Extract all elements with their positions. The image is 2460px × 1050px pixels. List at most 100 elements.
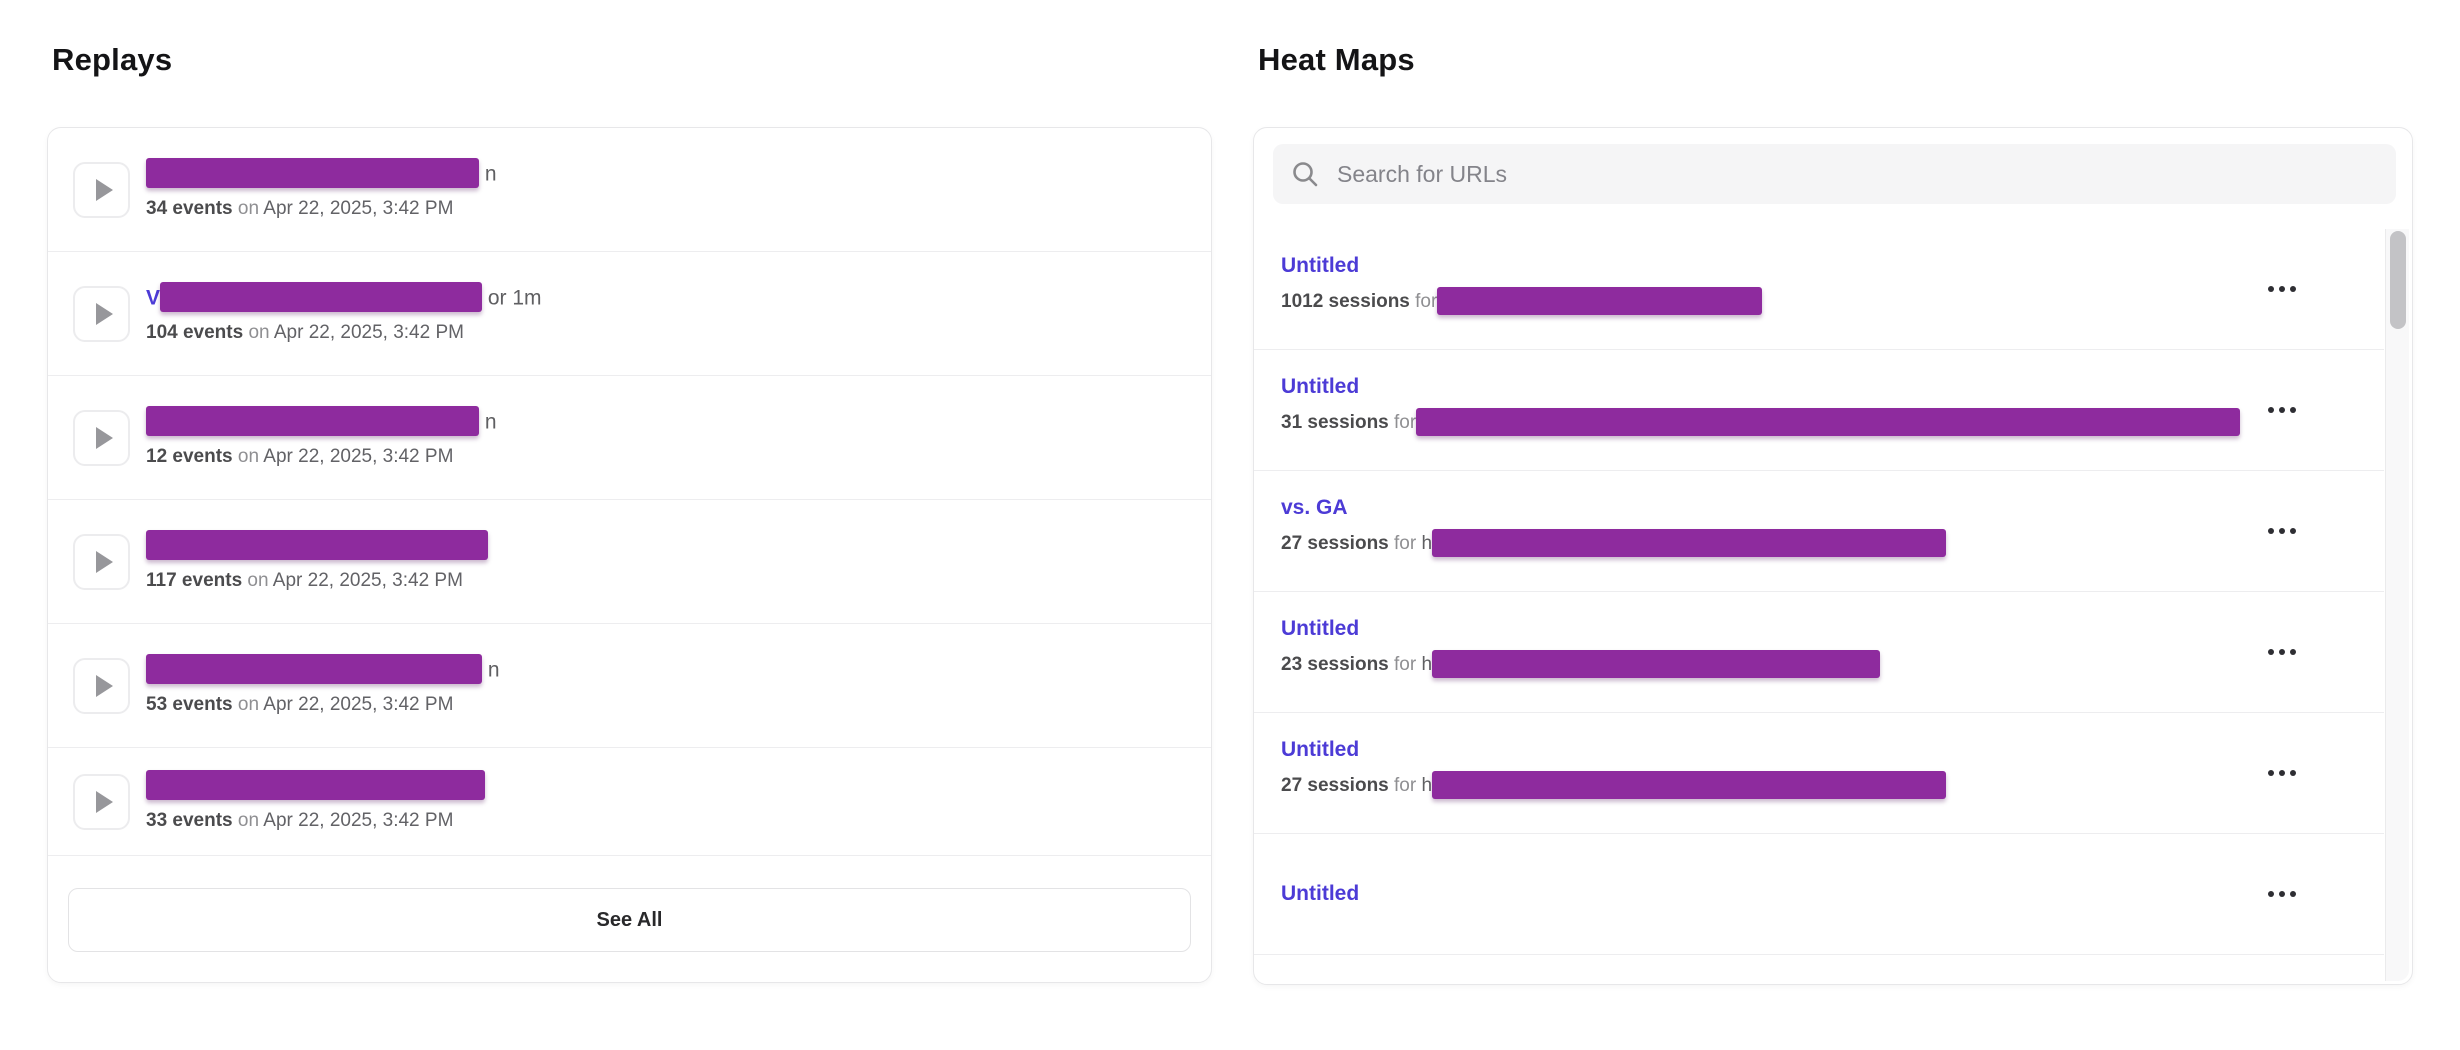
redaction-bar	[1432, 650, 1881, 678]
replay-duration-visible: n	[484, 162, 497, 186]
heatmap-sessions-count: 31 sessions	[1281, 412, 1389, 434]
heatmap-url-visible: h	[1421, 533, 1433, 555]
replay-duration-visible: n	[487, 658, 500, 682]
more-options-button[interactable]	[2266, 885, 2298, 903]
replay-text: n 34 events on Apr 22, 2025, 3:42 PM	[146, 157, 497, 220]
replay-timestamp: Apr 22, 2025, 3:42 PM	[263, 809, 454, 831]
replay-text: n 53 events on Apr 22, 2025, 3:42 PM	[146, 653, 500, 716]
heatmap-list: Untitled 1012 sessions for Untitled 31 s…	[1254, 229, 2384, 982]
dot	[2268, 286, 2274, 292]
replay-name-visible: V	[146, 286, 161, 310]
replay-events-count: 12 events	[146, 445, 233, 467]
redaction-bar	[1432, 529, 1947, 557]
replay-timestamp: Apr 22, 2025, 3:42 PM	[263, 197, 454, 219]
search-input[interactable]	[1337, 160, 2378, 188]
heatmap-title-link[interactable]: Untitled	[1281, 254, 1360, 277]
heatmap-sessions-count: 1012 sessions	[1281, 291, 1410, 313]
replays-panel: n 34 events on Apr 22, 2025, 3:42 PM V o…	[47, 127, 1212, 983]
replay-name-line[interactable]	[146, 529, 488, 562]
replay-name-line[interactable]: V or 1m	[146, 281, 542, 314]
more-options-button[interactable]	[2266, 401, 2298, 419]
heatmap-title-link[interactable]: Untitled	[1281, 882, 1360, 905]
replay-meta: 12 events on Apr 22, 2025, 3:42 PM	[146, 445, 454, 467]
dot	[2290, 649, 2296, 655]
heatmap-title-link[interactable]: Untitled	[1281, 375, 1360, 398]
replay-row[interactable]: n 53 events on Apr 22, 2025, 3:42 PM	[48, 624, 1211, 748]
replay-name-line[interactable]: n	[146, 653, 500, 686]
dot	[2290, 286, 2296, 292]
dot	[2268, 407, 2274, 413]
replay-row[interactable]: V or 1m 104 events on Apr 22, 2025, 3:42…	[48, 252, 1211, 376]
heatmap-meta: 27 sessions for h	[1281, 529, 2294, 558]
search-icon	[1293, 162, 1318, 187]
redaction-bar	[146, 405, 479, 436]
play-button[interactable]	[73, 657, 130, 714]
play-button[interactable]	[73, 409, 130, 466]
replay-name-line[interactable]: n	[146, 405, 497, 438]
heatmap-title-link[interactable]: Untitled	[1281, 617, 1360, 640]
replay-name-line[interactable]	[146, 769, 485, 802]
dot	[2268, 528, 2274, 534]
dot	[2279, 286, 2285, 292]
replay-duration-visible: n	[484, 410, 497, 434]
more-options-button[interactable]	[2266, 280, 2298, 298]
redaction-bar	[146, 769, 485, 800]
play-button[interactable]	[73, 161, 130, 218]
heatmap-url-visible: h	[1421, 654, 1433, 676]
replay-meta: 117 events on Apr 22, 2025, 3:42 PM	[146, 569, 463, 591]
replays-page-title: Replays	[52, 42, 173, 77]
redaction-bar	[1416, 408, 2241, 436]
heatmap-title-link[interactable]: vs. GA	[1281, 496, 1348, 519]
play-button[interactable]	[73, 773, 130, 830]
scrollbar-thumb[interactable]	[2389, 231, 2406, 329]
redaction-bar	[160, 281, 483, 312]
replay-meta: 34 events on Apr 22, 2025, 3:42 PM	[146, 197, 454, 219]
dot	[2290, 528, 2296, 534]
replay-name-line[interactable]: n	[146, 157, 497, 190]
replay-events-count: 117 events	[146, 569, 243, 591]
heatmap-row[interactable]: Untitled 1012 sessions for	[1254, 229, 2384, 350]
dot	[2268, 891, 2274, 897]
dot	[2290, 891, 2296, 897]
replay-row[interactable]: n 34 events on Apr 22, 2025, 3:42 PM	[48, 128, 1211, 252]
heatmap-row[interactable]: Untitled 31 sessions for	[1254, 350, 2384, 471]
replay-text: 33 events on Apr 22, 2025, 3:42 PM	[146, 769, 485, 832]
replay-timestamp: Apr 22, 2025, 3:42 PM	[263, 693, 454, 715]
replay-duration-visible: or 1m	[487, 286, 542, 310]
replay-meta: 33 events on Apr 22, 2025, 3:42 PM	[146, 809, 454, 831]
heatmaps-page-title: Heat Maps	[1258, 42, 1415, 77]
heatmap-sessions-count: 27 sessions	[1281, 775, 1389, 797]
heatmap-row[interactable]: Untitled 23 sessions for h	[1254, 592, 2384, 713]
dot	[2268, 649, 2274, 655]
play-icon	[95, 790, 113, 813]
dot	[2268, 770, 2274, 776]
play-button[interactable]	[73, 533, 130, 590]
replay-meta: 53 events on Apr 22, 2025, 3:42 PM	[146, 693, 454, 715]
heatmap-search-bar[interactable]	[1273, 144, 2396, 204]
replay-events-count: 104 events	[146, 321, 244, 343]
heatmap-title-link[interactable]: Untitled	[1281, 738, 1360, 761]
redaction-bar	[146, 653, 482, 684]
heatmap-title-link[interactable]: Untitled	[1281, 980, 1359, 982]
see-all-button[interactable]: See All	[68, 888, 1191, 952]
heatmap-row-partial[interactable]: Untitled	[1254, 955, 2384, 982]
play-button[interactable]	[73, 285, 130, 342]
more-options-button[interactable]	[2266, 643, 2298, 661]
dot	[2279, 649, 2285, 655]
heatmap-row[interactable]: vs. GA 27 sessions for h	[1254, 471, 2384, 592]
replay-row[interactable]: n 12 events on Apr 22, 2025, 3:42 PM	[48, 376, 1211, 500]
replays-footer: See All	[48, 856, 1211, 984]
dot	[2279, 891, 2285, 897]
more-options-button[interactable]	[2266, 764, 2298, 782]
replay-row[interactable]: 117 events on Apr 22, 2025, 3:42 PM	[48, 500, 1211, 624]
heatmap-url-visible: h	[1421, 775, 1433, 797]
more-options-button[interactable]	[2266, 522, 2298, 540]
replay-row[interactable]: 33 events on Apr 22, 2025, 3:42 PM	[48, 748, 1211, 856]
replay-timestamp: Apr 22, 2025, 3:42 PM	[273, 321, 464, 343]
heatmap-row[interactable]: Untitled 27 sessions for h	[1254, 713, 2384, 834]
heatmap-meta: 27 sessions for h	[1281, 771, 2294, 800]
heatmap-row[interactable]: Untitled	[1254, 834, 2384, 955]
scrollbar-track[interactable]	[2385, 229, 2409, 981]
play-icon	[95, 302, 113, 325]
